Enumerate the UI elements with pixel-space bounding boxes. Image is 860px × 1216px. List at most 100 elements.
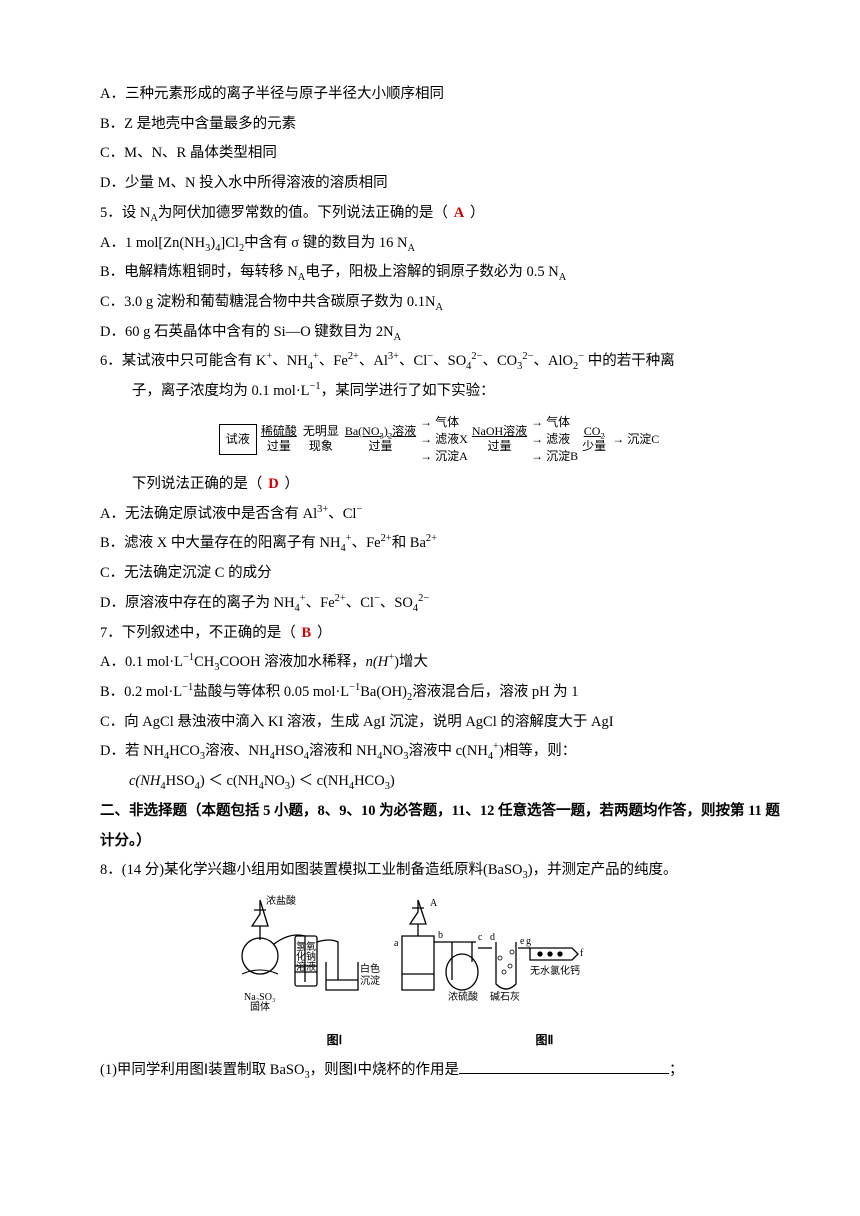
qx-d-text: 少量 M、N 投入水中所得溶液的溶质相同: [125, 175, 388, 191]
qx-option-d: D．少量 M、N 投入水中所得溶液的溶质相同: [100, 169, 780, 199]
t: 少量: [582, 439, 606, 453]
t: 电子，阳极上溶解的铜原子数必为 0.5 N: [305, 264, 558, 280]
q5-answer: A: [448, 205, 470, 221]
q5-stem-a: 5．设 N: [100, 205, 150, 221]
q6-option-d: D．原溶液中存在的离子为 NH4+、Fe2+、Cl−、SO42−: [100, 589, 780, 619]
t: 、Fe: [352, 535, 381, 551]
t: )相等，则：: [499, 743, 576, 759]
q7-option-d: D．若 NH4HCO3溶液、NH4HSO4溶液和 NH4NO3溶液中 c(NH4…: [100, 737, 780, 767]
t: 溶液、NH: [205, 743, 269, 759]
t: 盐酸与等体积 0.05 mol·L: [193, 684, 349, 700]
q7-option-a: A．0.1 mol·L−1CH3COOH 溶液加水稀释，n(H+)增大: [100, 648, 780, 678]
t: COOH 溶液加水稀释，: [219, 654, 365, 670]
t: NaOH溶液: [472, 424, 527, 438]
label-white-2: 沉淀: [360, 974, 380, 987]
t: )，并测定产品的纯度。: [528, 862, 678, 878]
label-c: c: [478, 932, 483, 943]
t: 、Cl: [328, 506, 356, 522]
section2-heading: 二、非选择题（本题包括 5 小题，8、9、10 为必答题，11、12 任意选答一…: [100, 797, 780, 856]
label-f: f: [580, 948, 584, 959]
t: 、Cl: [399, 353, 427, 369]
t: 、AlO: [533, 353, 572, 369]
t: 溶液中 c(NH: [408, 743, 487, 759]
q7-stem: 7．下列叙述中，不正确的是（B）: [100, 619, 780, 649]
label-g: g: [526, 936, 531, 947]
t: 、CO: [483, 353, 518, 369]
label-lime: 碱石灰: [490, 990, 520, 1003]
qx-b-text: Z 是地壳中含量最多的元素: [124, 116, 296, 132]
q5-stem: 5．设 NA为阿伏加德罗常数的值。下列说法正确的是（A）: [100, 199, 780, 229]
t: Ba(NO: [345, 424, 380, 438]
diag-branch2: → 气体 → 滤液 → 沉淀B: [531, 415, 578, 464]
t: A．1 mol[Zn(NH: [100, 235, 205, 251]
t: 7．下列叙述中，不正确的是（: [100, 625, 296, 641]
t: B．电解精炼粗铜时，每转移 N: [100, 264, 298, 280]
t: n(H: [366, 654, 389, 670]
q8-stem: 8．(14 分)某化学兴趣小组用如图装置模拟工业制备造纸原料(BaSO3)，并测…: [100, 856, 780, 886]
qx-a-text: 三种元素形成的离子半径与原子半径大小顺序相同: [125, 86, 444, 102]
fig-captions: 图Ⅰ 图Ⅱ: [230, 1024, 650, 1053]
t: c(NH: [129, 773, 160, 789]
diag-last: → 沉淀C: [610, 432, 661, 448]
t: 稀硫酸: [261, 424, 297, 438]
blank-input[interactable]: [459, 1059, 669, 1075]
label-hcl: 浓盐酸: [266, 894, 296, 907]
label-h2so4: 浓硫酸: [448, 990, 478, 1003]
t: 下列说法正确的是（: [132, 476, 263, 492]
t: 溶液: [392, 424, 416, 438]
t: Ba(OH): [360, 684, 407, 700]
q6-answer: D: [262, 476, 284, 492]
t: 、NH: [272, 353, 307, 369]
label-cacl2: 无水氯化钙: [530, 964, 580, 977]
page: A．三种元素形成的离子半径与原子半径大小顺序相同 B．Z 是地壳中含量最多的元素…: [0, 0, 860, 1126]
qx-option-a: A．三种元素形成的离子半径与原子半径大小顺序相同: [100, 80, 780, 110]
q7-option-d-line2: c(NH4HSO4) ＜ c(NH4NO3) ＜ c(NH4HCO3): [100, 767, 780, 797]
t: ）: [317, 625, 332, 641]
t: 、SO: [380, 595, 413, 611]
q6-option-b: B．滤液 X 中大量存在的阳离子有 NH4+、Fe2+和 Ba2+: [100, 529, 780, 559]
t: 气体: [546, 415, 570, 429]
t: HSO: [275, 743, 304, 759]
t: D．若 NH: [100, 743, 164, 759]
t: )增大: [394, 654, 428, 670]
q8-part1: (1)甲同学利用图Ⅰ装置制取 BaSO3，则图Ⅰ中烧杯的作用是；: [100, 1056, 780, 1086]
q8-figure: 浓盐酸 Na₂SO₃ 固体 氢氧 化钠 溶液 白色 沉淀 A a b c d e…: [230, 892, 650, 1052]
q6-post: 下列说法正确的是（D）: [100, 470, 780, 500]
t: ]Cl: [220, 235, 239, 251]
q7-answer: B: [296, 625, 317, 641]
q5-option-b: B．电解精炼粗铜时，每转移 NA电子，阳极上溶解的铜原子数必为 0.5 NA: [100, 258, 780, 288]
t: 滤液: [546, 432, 570, 446]
q5-stem-c: ）: [470, 205, 485, 221]
t: 沉淀B: [546, 449, 578, 463]
t: CH: [194, 654, 214, 670]
t: ) ＜ c(NH: [290, 773, 349, 789]
t: 气体: [435, 415, 459, 429]
diag-r3: NaOH溶液 过量: [470, 424, 529, 455]
label-na2so3-2: 固体: [250, 1001, 270, 1012]
diag-branch1: → 气体 → 滤液X → 沉淀A: [420, 415, 468, 464]
q6-option-c: C．无法确定沉淀 C 的成分: [100, 559, 780, 589]
diag-t1: 无明显现象: [301, 424, 341, 455]
t: ，某同学进行了如下实验：: [321, 383, 495, 399]
t: HSO: [166, 773, 195, 789]
q6-stem-line1: 6．某试液中只可能含有 K+、NH4+、Fe2+、Al3+、Cl−、SO42−、…: [100, 347, 780, 377]
t: B．滤液 X 中大量存在的阳离子有 NH: [100, 535, 340, 551]
t: ，则图Ⅰ中烧杯的作用是: [310, 1062, 459, 1078]
label-white-1: 白色: [360, 962, 380, 975]
q5-stem-b: 为阿伏加德罗常数的值。下列说法正确的是（: [158, 205, 448, 221]
qx-c-text: M、N、R 晶体类型相同: [124, 145, 277, 161]
t: 、SO: [433, 353, 466, 369]
t: 、Fe: [319, 353, 348, 369]
q7-option-c: C．向 AgCl 悬浊液中滴入 KI 溶液，生成 AgI 沉淀，说明 AgCl …: [100, 708, 780, 738]
label-b: b: [438, 930, 443, 941]
t: 子，离子浓度均为 0.1 mol·L: [132, 383, 310, 399]
t: NO: [382, 743, 403, 759]
qx-option-b: B．Z 是地壳中含量最多的元素: [100, 110, 780, 140]
t: 中含有 σ 键的数目为 16 N: [244, 235, 407, 251]
t: 过量: [368, 439, 392, 453]
label-A: A: [430, 898, 438, 909]
t: D．60 g 石英晶体中含有的 Si—O 键数目为 2N: [100, 324, 394, 340]
t: 、Cl: [346, 595, 374, 611]
t: 过量: [487, 439, 511, 453]
t: 无明显: [303, 424, 339, 438]
